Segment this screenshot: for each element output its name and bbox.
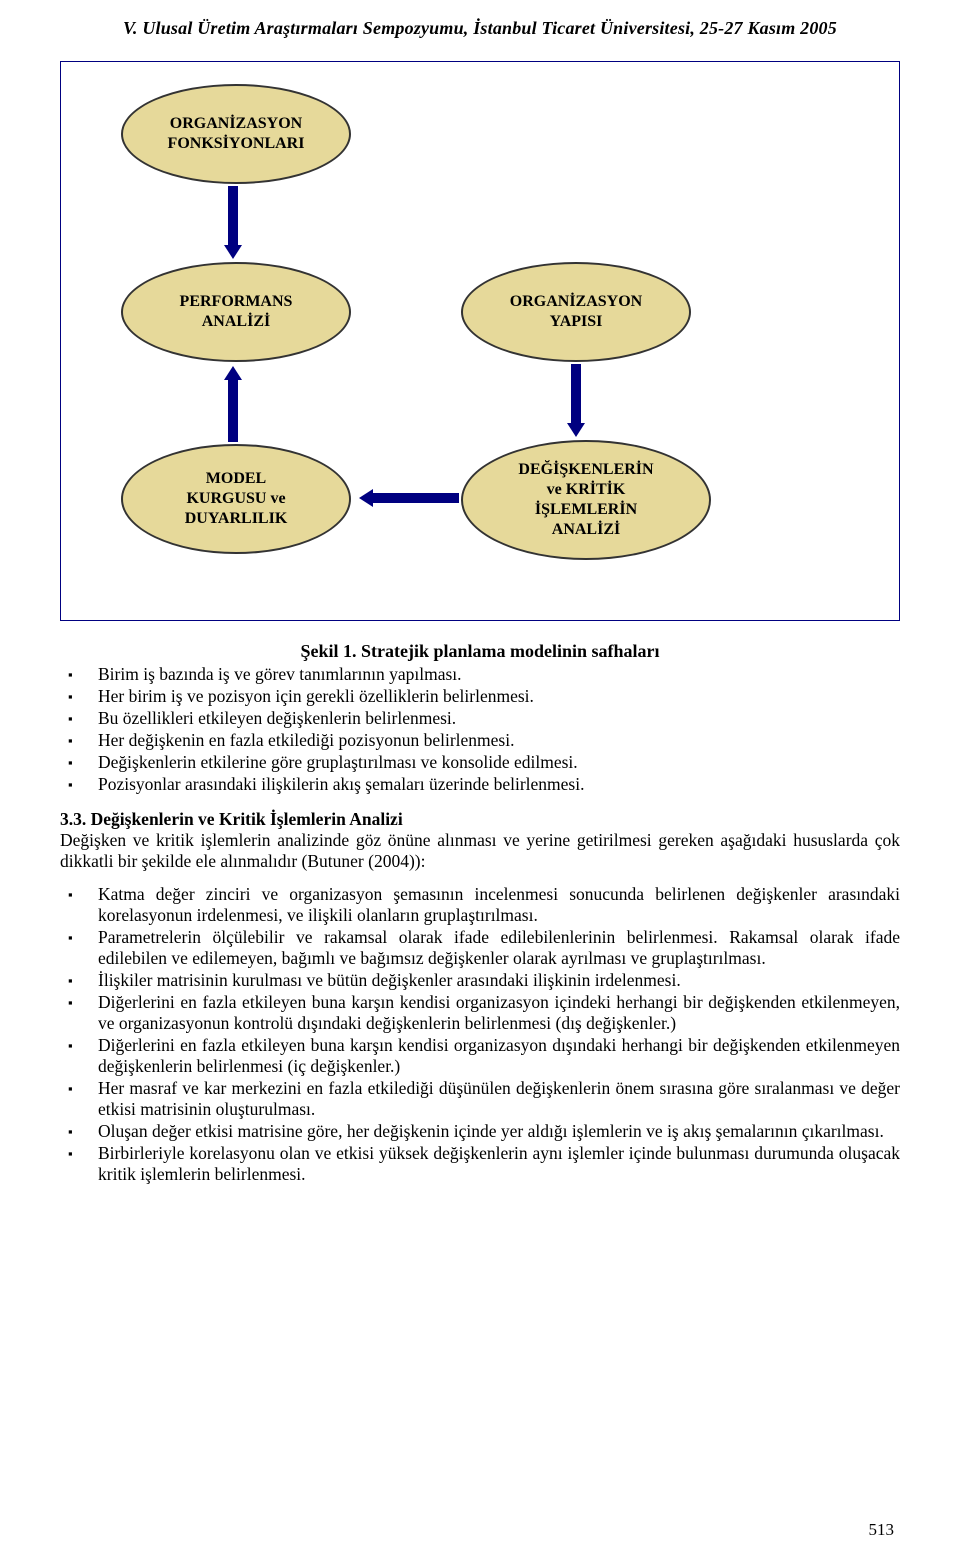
node-label: PERFORMANSANALİZİ: [180, 292, 293, 332]
list-item: Pozisyonlar arasındaki ilişkilerin akış …: [90, 774, 900, 795]
section-title: 3.3. Değişkenlerin ve Kritik İşlemlerin …: [60, 809, 403, 829]
node-model-setup: MODELKURGUSU veDUYARLILIK: [121, 444, 351, 554]
list-item: Oluşan değer etkisi matrisine göre, her …: [90, 1121, 900, 1142]
node-org-functions: ORGANİZASYONFONKSİYONLARI: [121, 84, 351, 184]
bullet-list-2: Katma değer zinciri ve organizasyon şema…: [60, 884, 900, 1185]
arrow-shaft: [373, 493, 459, 503]
figure-caption: Şekil 1. Stratejik planlama modelinin sa…: [60, 641, 900, 662]
content-area: Şekil 1. Stratejik planlama modelinin sa…: [0, 641, 960, 1216]
page-header: V. Ulusal Üretim Araştırmaları Sempozyum…: [0, 0, 960, 47]
list-item: Her değişkenin en fazla etkilediği pozis…: [90, 730, 900, 751]
list-item: Diğerlerini en fazla etkileyen buna karş…: [90, 1035, 900, 1077]
arrow-shaft: [228, 186, 238, 246]
node-variables-analysis: DEĞİŞKENLERİNve KRİTİKİŞLEMLERİNANALİZİ: [461, 440, 711, 560]
node-label: ORGANİZASYONYAPISI: [510, 292, 642, 332]
section-intro: 3.3. Değişkenlerin ve Kritik İşlemlerin …: [60, 809, 900, 872]
arrow-shaft: [571, 364, 581, 424]
page-number: 513: [869, 1520, 895, 1540]
node-org-structure: ORGANİZASYONYAPISI: [461, 262, 691, 362]
arrow-head-icon: [359, 489, 373, 507]
list-item: Değişkenlerin etkilerine göre gruplaştır…: [90, 752, 900, 773]
list-item: Her masraf ve kar merkezini en fazla etk…: [90, 1078, 900, 1120]
arrow-head-icon: [567, 423, 585, 437]
node-label: MODELKURGUSU veDUYARLILIK: [185, 469, 288, 529]
list-item: Katma değer zinciri ve organizasyon şema…: [90, 884, 900, 926]
bullet-list-1: Birim iş bazında iş ve görev tanımlarını…: [60, 664, 900, 795]
node-performance-analysis: PERFORMANSANALİZİ: [121, 262, 351, 362]
list-item: Birbirleriyle korelasyonu olan ve etkisi…: [90, 1143, 900, 1185]
list-item: Birim iş bazında iş ve görev tanımlarını…: [90, 664, 900, 685]
node-label: DEĞİŞKENLERİNve KRİTİKİŞLEMLERİNANALİZİ: [518, 460, 653, 540]
list-item: İlişkiler matrisinin kurulması ve bütün …: [90, 970, 900, 991]
node-label: ORGANİZASYONFONKSİYONLARI: [168, 114, 305, 154]
arrow-head-icon: [224, 245, 242, 259]
list-item: Her birim iş ve pozisyon için gerekli öz…: [90, 686, 900, 707]
arrow-head-icon: [224, 366, 242, 380]
diagram-container: ORGANİZASYONFONKSİYONLARI PERFORMANSANAL…: [60, 61, 900, 621]
list-item: Diğerlerini en fazla etkileyen buna karş…: [90, 992, 900, 1034]
list-item: Parametrelerin ölçülebilir ve rakamsal o…: [90, 927, 900, 969]
arrow-shaft: [228, 380, 238, 442]
list-item: Bu özellikleri etkileyen değişkenlerin b…: [90, 708, 900, 729]
section-paragraph: Değişken ve kritik işlemlerin analizinde…: [60, 830, 900, 871]
